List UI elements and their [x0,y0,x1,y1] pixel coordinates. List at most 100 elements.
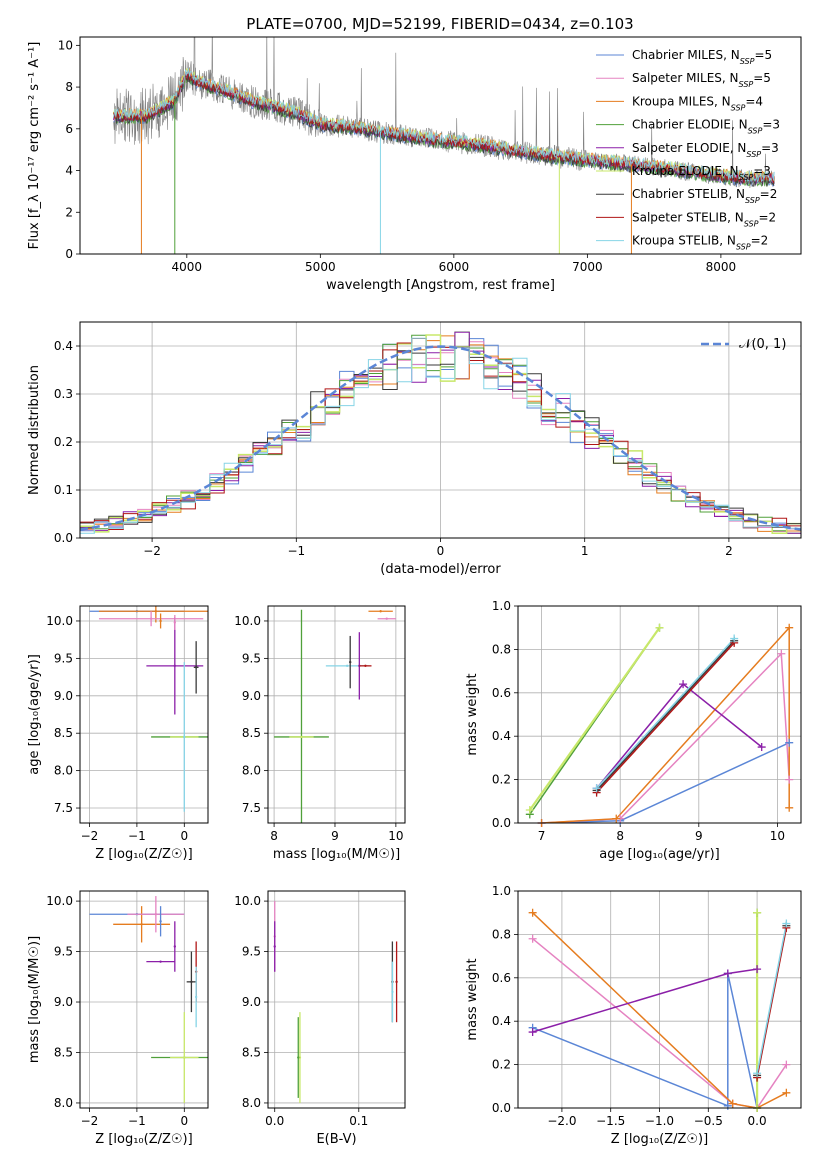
panel-spectrum: 4000 5000 6000 7000 8000 0 2 4 6 8 10 wavelength [A… [27,36,802,293]
y-tick-label: 0.6 [492,971,511,985]
weight-series-kroupa_elodie [528,627,661,811]
axes-frame [267,890,406,1109]
x-tick-label: −1 [287,544,305,558]
data-point [349,660,352,664]
plot-area [113,37,775,254]
data-point [297,1056,300,1059]
plus-marker [753,1069,762,1078]
x-axis-label: (data-model)/error [380,562,501,577]
data-point [395,980,398,984]
weight-series-salpeter_stelib [596,642,735,794]
data-point [173,621,177,624]
y-tick-label: 0.6 [492,686,511,700]
x-tick-label: −0.5 [694,1114,723,1128]
y-tick-label: 8.5 [242,726,261,740]
y-tick-label: 0.0 [492,816,511,830]
x-tick-label: 5000 [305,260,336,274]
plot-area [89,606,208,812]
data-point [183,1056,186,1059]
y-tick-label: 0.4 [492,729,511,743]
legend-label: Chabrier ELODIE, NSSP=3 [632,118,780,136]
data-point [140,923,143,926]
legend-label: Kroupa STELIB, NSSP=2 [632,234,768,252]
y-tick-label: 0.1 [54,483,73,497]
y-tick-label: 0.4 [54,339,73,353]
y-tick-label: 0.8 [492,927,511,941]
legend-label: Chabrier STELIB, NSSP=2 [632,187,777,205]
y-tick-label: 7.5 [54,801,73,815]
data-point [159,960,162,963]
x-tick-label: −1.5 [596,1114,625,1128]
legend-label: Kroupa MILES, NSSP=4 [632,94,763,112]
plus-marker [528,908,537,917]
plot-area [274,609,396,823]
y-tick-label: 8.5 [242,1045,261,1059]
plus-marker [753,965,762,974]
weight-series-kroupa_stelib [756,923,788,1074]
x-tick-label: 10 [770,829,785,843]
x-tick-label: −1 [128,829,146,843]
figure-title: PLATE=0700, MJD=52199, FIBERID=0434, z=0… [246,15,633,33]
y-tick-label: 9.0 [242,995,261,1009]
y-tick-label: 9.5 [54,651,73,665]
y-tick-label: 8.0 [54,764,73,778]
legend-label: Kroupa ELODIE, NSSP=3 [632,164,771,182]
x-tick-label: 0 [180,1114,188,1128]
x-tick-label: 9 [695,829,703,843]
x-tick-label: 1 [581,544,589,558]
plus-marker [757,743,766,752]
plot-area [273,901,398,1103]
x-tick-label: 8 [270,829,278,843]
y-tick-label: 1.0 [492,884,511,898]
data-point [391,990,394,994]
y-tick-label: 7.5 [242,801,261,815]
plus-marker [782,919,791,928]
data-point [173,945,177,948]
y-tick-label: 9.5 [54,945,73,959]
legend-label: Salpeter STELIB, NSSP=2 [632,210,776,228]
x-axis-label: Z [log₁₀(Z/Z☉)] [95,1132,192,1147]
plus-marker [785,738,794,747]
x-tick-label: 2 [725,544,733,558]
panel-residuals: −2 −1 0 1 2 0.0 0.1 0.2 0.3 0.4 (data-model)/error… [27,321,802,577]
y-axis-label: mass [log₁₀(M/M☉)] [27,936,42,1063]
data-point [298,1056,302,1059]
legend-label: Chabrier MILES, NSSP=5 [632,48,772,66]
plus-marker [592,784,601,793]
y-tick-label: 9.5 [242,651,261,665]
y-axis-label: age [log₁₀(age/yr)] [27,654,42,775]
plus-marker [753,908,762,917]
residual-histogram-kroupa_stelib [80,337,801,534]
axes-frame [267,605,406,824]
data-point [154,610,158,613]
plus-marker [782,1060,791,1069]
data-point [379,610,382,613]
y-tick-label: 1.0 [492,599,511,613]
x-tick-label: 7000 [572,260,603,274]
plus-marker [528,934,537,943]
panel-mass_vs_Z: −2 −1 0 8.0 8.5 9.0 9.5 10.0 Z [log₁₀(Z/Z☉)] mass… [27,890,209,1147]
data-point [194,666,198,669]
plus-marker [723,969,732,978]
data-point [159,619,162,623]
axes-frame [79,605,209,824]
data-point [149,617,153,620]
data-point [300,735,303,739]
panel-age_vs_mass: 8 9 10 7.5 8.0 8.5 9.0 9.5 10.0 mass [log₁₀(M/M☉)… [234,605,406,862]
y-tick-label: 8.0 [242,1096,261,1110]
legend-label: 𝒩(0, 1) [739,337,786,352]
plus-marker [728,1099,737,1108]
x-axis-label: mass [log₁₀(M/M☉)] [273,847,400,862]
x-tick-label: 10 [388,829,403,843]
data-point [190,980,193,984]
x-tick-label: 4000 [172,260,203,274]
data-point [154,913,158,916]
y-tick-label: 6 [65,122,73,136]
plus-marker [730,634,739,643]
x-axis-label: Z [log₁₀(Z/Z☉)] [611,1132,708,1147]
x-tick-label: −2 [143,544,161,558]
y-tick-label: 8.0 [242,764,261,778]
data-point [273,945,276,948]
y-axis-label: mass weight [465,673,480,755]
